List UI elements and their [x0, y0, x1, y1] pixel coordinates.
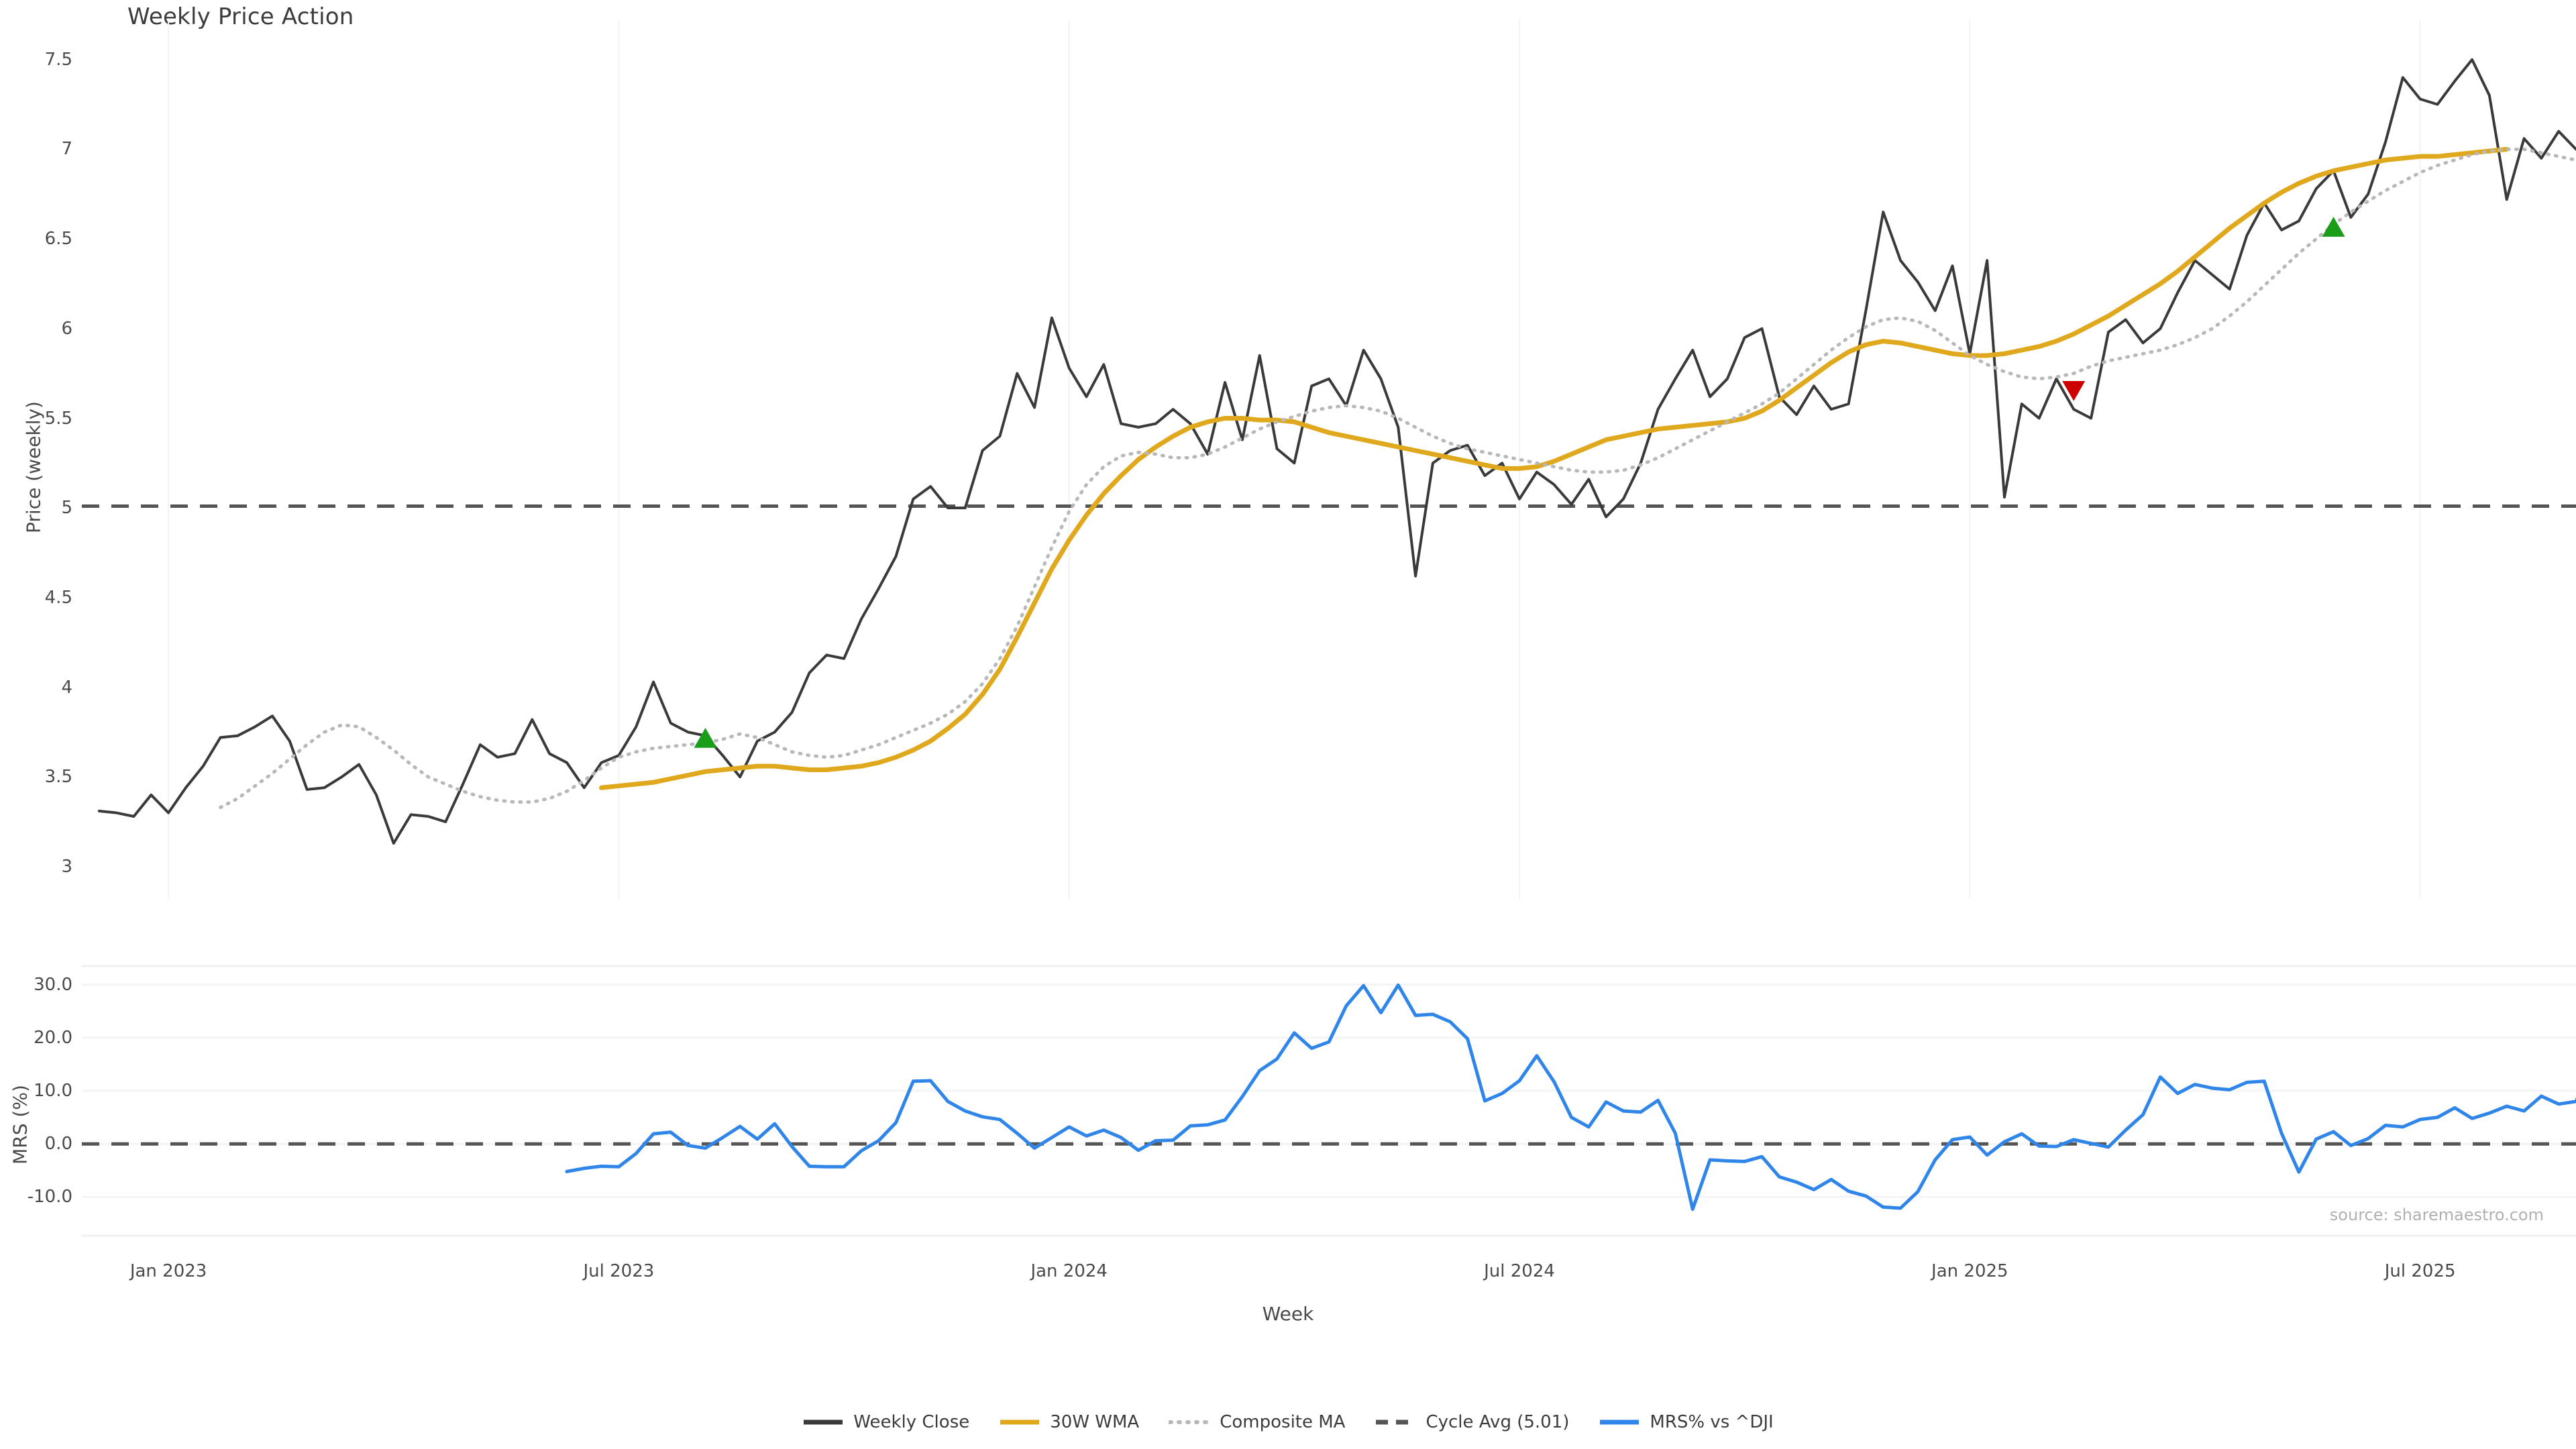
sell-signal-marker-1	[2062, 380, 2086, 401]
mrs-series-line	[565, 983, 2576, 1212]
mrs-ytick-4: 30.0	[34, 974, 72, 995]
price-plot	[82, 20, 2576, 899]
legend-item-mrs-vs-dji[interactable]: MRS% vs ^DJI	[1599, 1412, 1774, 1432]
price-series-composite-ma	[219, 147, 2576, 810]
x-tick-5: Jul 2025	[2384, 1261, 2456, 1281]
mrs-ytick-1: 0.0	[44, 1134, 72, 1155]
legend-swatch-icon	[1376, 1419, 1415, 1425]
legend-swatch-icon	[1169, 1420, 1211, 1424]
x-tick-2: Jan 2024	[1030, 1261, 1108, 1281]
price-ytick-4: 5	[61, 498, 72, 519]
price-ytick-0: 3	[61, 856, 72, 877]
legend-swatch-icon	[804, 1419, 843, 1425]
source-watermark: source: sharemaestro.com	[2329, 1205, 2544, 1224]
legend-label: Weekly Close	[853, 1412, 970, 1432]
legend-item-composite-ma[interactable]: Composite MA	[1169, 1412, 1345, 1432]
page-title: Weekly Price Action	[127, 3, 354, 30]
legend-label: MRS% vs ^DJI	[1650, 1412, 1774, 1432]
x-tick-3: Jul 2024	[1484, 1261, 1555, 1281]
x-tick-4: Jan 2025	[1931, 1261, 2008, 1281]
x-axis-label: Week	[1262, 1303, 1314, 1325]
mrs-ytick-2: 10.0	[34, 1081, 72, 1102]
legend-label: Cycle Avg (5.01)	[1426, 1412, 1570, 1432]
legend-label: Composite MA	[1220, 1412, 1346, 1432]
price-ytick-3: 4.5	[44, 587, 72, 608]
buy-signal-marker-2	[2322, 217, 2345, 237]
legend-swatch-icon	[1600, 1419, 1640, 1425]
chart-legend: Weekly Close 30W WMA Composite MA Cycle Avg…	[0, 1412, 2576, 1432]
legend-swatch-icon	[1000, 1419, 1040, 1425]
price-ytick-7: 6.5	[44, 229, 72, 250]
price-ytick-2: 4	[61, 677, 72, 698]
buy-signal-marker-0	[694, 728, 717, 748]
x-tick-0: Jan 2023	[129, 1261, 207, 1281]
price-ytick-9: 7.5	[44, 49, 72, 70]
price-ytick-8: 7	[61, 139, 72, 160]
legend-item-weekly-close[interactable]: Weekly Close	[802, 1412, 969, 1432]
price-ytick-6: 6	[61, 318, 72, 339]
price-ytick-5: 5.5	[44, 408, 72, 429]
legend-item-30w-wma[interactable]: 30W WMA	[999, 1412, 1139, 1432]
legend-item-cycle-avg-5-01-[interactable]: Cycle Avg (5.01)	[1375, 1412, 1569, 1432]
price-ytick-1: 3.5	[44, 767, 72, 788]
x-tick-1: Jul 2023	[583, 1261, 655, 1281]
mrs-ytick-3: 20.0	[34, 1027, 72, 1048]
price-series-30w-wma	[599, 146, 2510, 790]
legend-label: 30W WMA	[1050, 1412, 1140, 1432]
mrs-ytick-0: -10.0	[27, 1187, 72, 1208]
